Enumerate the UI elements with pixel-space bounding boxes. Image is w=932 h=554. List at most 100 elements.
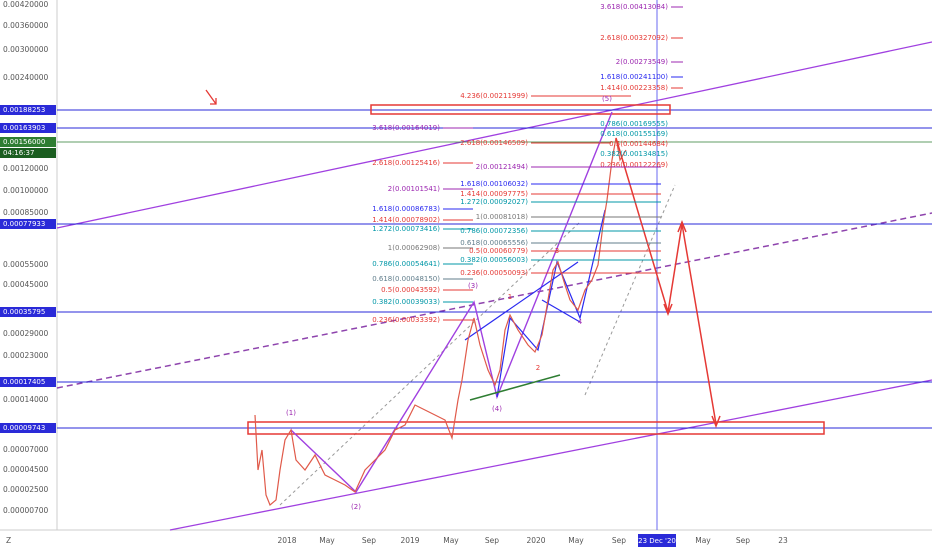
time-cursor-label: 23 Dec '20 [638, 537, 676, 545]
fib-label: 1.618(0.00106032) [460, 180, 528, 188]
price-label: 0.00085000 [3, 208, 49, 217]
time-label: Sep [736, 536, 750, 545]
price-badge [0, 105, 56, 115]
trend-dash [279, 221, 581, 506]
fib-label: 2(0.00273549) [616, 58, 668, 66]
wave-label: (4) [492, 405, 502, 413]
fib-label: 0.786(0.00072356) [460, 227, 528, 235]
levels [57, 109, 932, 429]
support-line [469, 374, 561, 401]
price-label: 0.00055000 [3, 260, 49, 269]
price-label: 0.00100000 [3, 186, 49, 195]
arrow-head [663, 219, 721, 429]
price-badge [0, 219, 56, 229]
fib-label: 0.382(0.00134815) [600, 150, 668, 158]
wave-label: 4 [578, 318, 583, 326]
fib-label: 2.618(0.00146509) [460, 139, 528, 147]
fib-label: 1.414(0.00097775) [460, 190, 528, 198]
fib-label: 0.5(0.00060779) [469, 247, 528, 255]
wave-line [290, 111, 613, 494]
time-label: May [568, 536, 584, 545]
time-label: May [695, 536, 711, 545]
price-label: 0.00120000 [3, 164, 49, 173]
wedge-line [541, 299, 581, 323]
fib-label: 1.414(0.00223358) [600, 84, 668, 92]
fib-label: 0.382(0.00056003) [460, 256, 528, 264]
time-label: May [443, 536, 459, 545]
price-label: 0.00240000 [3, 73, 49, 82]
time-label: Sep [362, 536, 376, 545]
price-label: 0.00007000 [3, 445, 49, 454]
trend-dash [584, 184, 676, 396]
fib-label: 0.236(0.00050093) [460, 269, 528, 277]
price-label: 0.00420000 [3, 0, 49, 9]
fib-label: 0.618(0.00048150) [372, 275, 440, 283]
price-label: 0.00004500 [3, 465, 49, 474]
wave-label: (1) [286, 409, 296, 417]
wedge-line [464, 261, 579, 341]
fib-label: 1.272(0.00073416) [372, 225, 440, 233]
price-label: 0.00014000 [3, 395, 49, 404]
time-axis [0, 532, 932, 550]
time-label: 2018 [277, 536, 296, 545]
time-label: May [319, 536, 335, 545]
fib-label: 1(0.00062908) [388, 244, 440, 252]
price-path [254, 137, 627, 506]
zone-box [247, 421, 825, 435]
fib-label: 0.618(0.00065556) [460, 239, 528, 247]
wave-label: 2 [536, 364, 540, 372]
price-badge-label: 0.00009743 [3, 424, 45, 432]
channel-midline [56, 212, 932, 389]
channel-line [56, 41, 932, 229]
fib-label: 0.5(0.00144684) [609, 140, 668, 148]
price-badge-label: 0.00077933 [3, 220, 45, 228]
fib-label: 0.786(0.00054641) [372, 260, 440, 268]
fib-label: 1.414(0.00078902) [372, 216, 440, 224]
price-badge-label: 0.00017405 [3, 378, 45, 386]
price-label: 0.00000700 [3, 506, 49, 515]
price-badge-label: 0.00188253 [3, 106, 45, 114]
fib-label: 0.236(0.00033392) [372, 316, 440, 324]
price-badge [0, 307, 56, 317]
zone-box [370, 104, 671, 115]
fib-label: 2(0.00101541) [388, 185, 440, 193]
price-label: 0.00360000 [3, 21, 49, 30]
fib-label: 0.618(0.00155169) [600, 130, 668, 138]
time-label: 2020 [526, 536, 545, 545]
price-badge-label: 04:16:37 [3, 149, 34, 157]
price-label: 0.00023000 [3, 351, 49, 360]
time-label: Sep [612, 536, 626, 545]
time-label: 23 [778, 536, 788, 545]
fib-label: 2(0.00121494) [476, 163, 528, 171]
price-badge-label: 0.00156000 [3, 138, 45, 146]
price-badge-label: 0.00163903 [3, 124, 45, 132]
logo: Z [6, 536, 11, 545]
fib-label: 1.618(0.00241100) [600, 73, 668, 81]
price-label: 0.00300000 [3, 45, 49, 54]
price-badge [0, 137, 56, 147]
price-badge [0, 377, 56, 387]
price-badge [0, 148, 56, 158]
wave-label: (5) [602, 95, 612, 103]
projection-path [615, 137, 717, 425]
price-badge [0, 423, 56, 433]
price-label: 0.00045000 [3, 280, 49, 289]
fib-label: 1(0.00081018) [476, 213, 528, 221]
fib-label: 0.5(0.00043592) [381, 286, 440, 294]
arrow [205, 89, 217, 105]
price-badge-label: 0.00035795 [3, 308, 45, 316]
fib-label: 1.618(0.00086783) [372, 205, 440, 213]
fib-label: 3.618(0.00413084) [600, 3, 668, 11]
fib-label: 2.618(0.00327092) [600, 34, 668, 42]
time-label: 2019 [400, 536, 419, 545]
price-label: 0.00002500 [3, 485, 49, 494]
fib-label: 0.786(0.00169555) [600, 120, 668, 128]
fib-label: 0.382(0.00039033) [372, 298, 440, 306]
fib-label: 2.618(0.00125416) [372, 159, 440, 167]
wave-label: (2) [351, 503, 361, 511]
fib-label: 4.236(0.00211999) [460, 92, 528, 100]
channel-line [169, 379, 932, 531]
fib-label: 1.272(0.00092027) [460, 198, 528, 206]
price-label: 0.00029000 [3, 329, 49, 338]
